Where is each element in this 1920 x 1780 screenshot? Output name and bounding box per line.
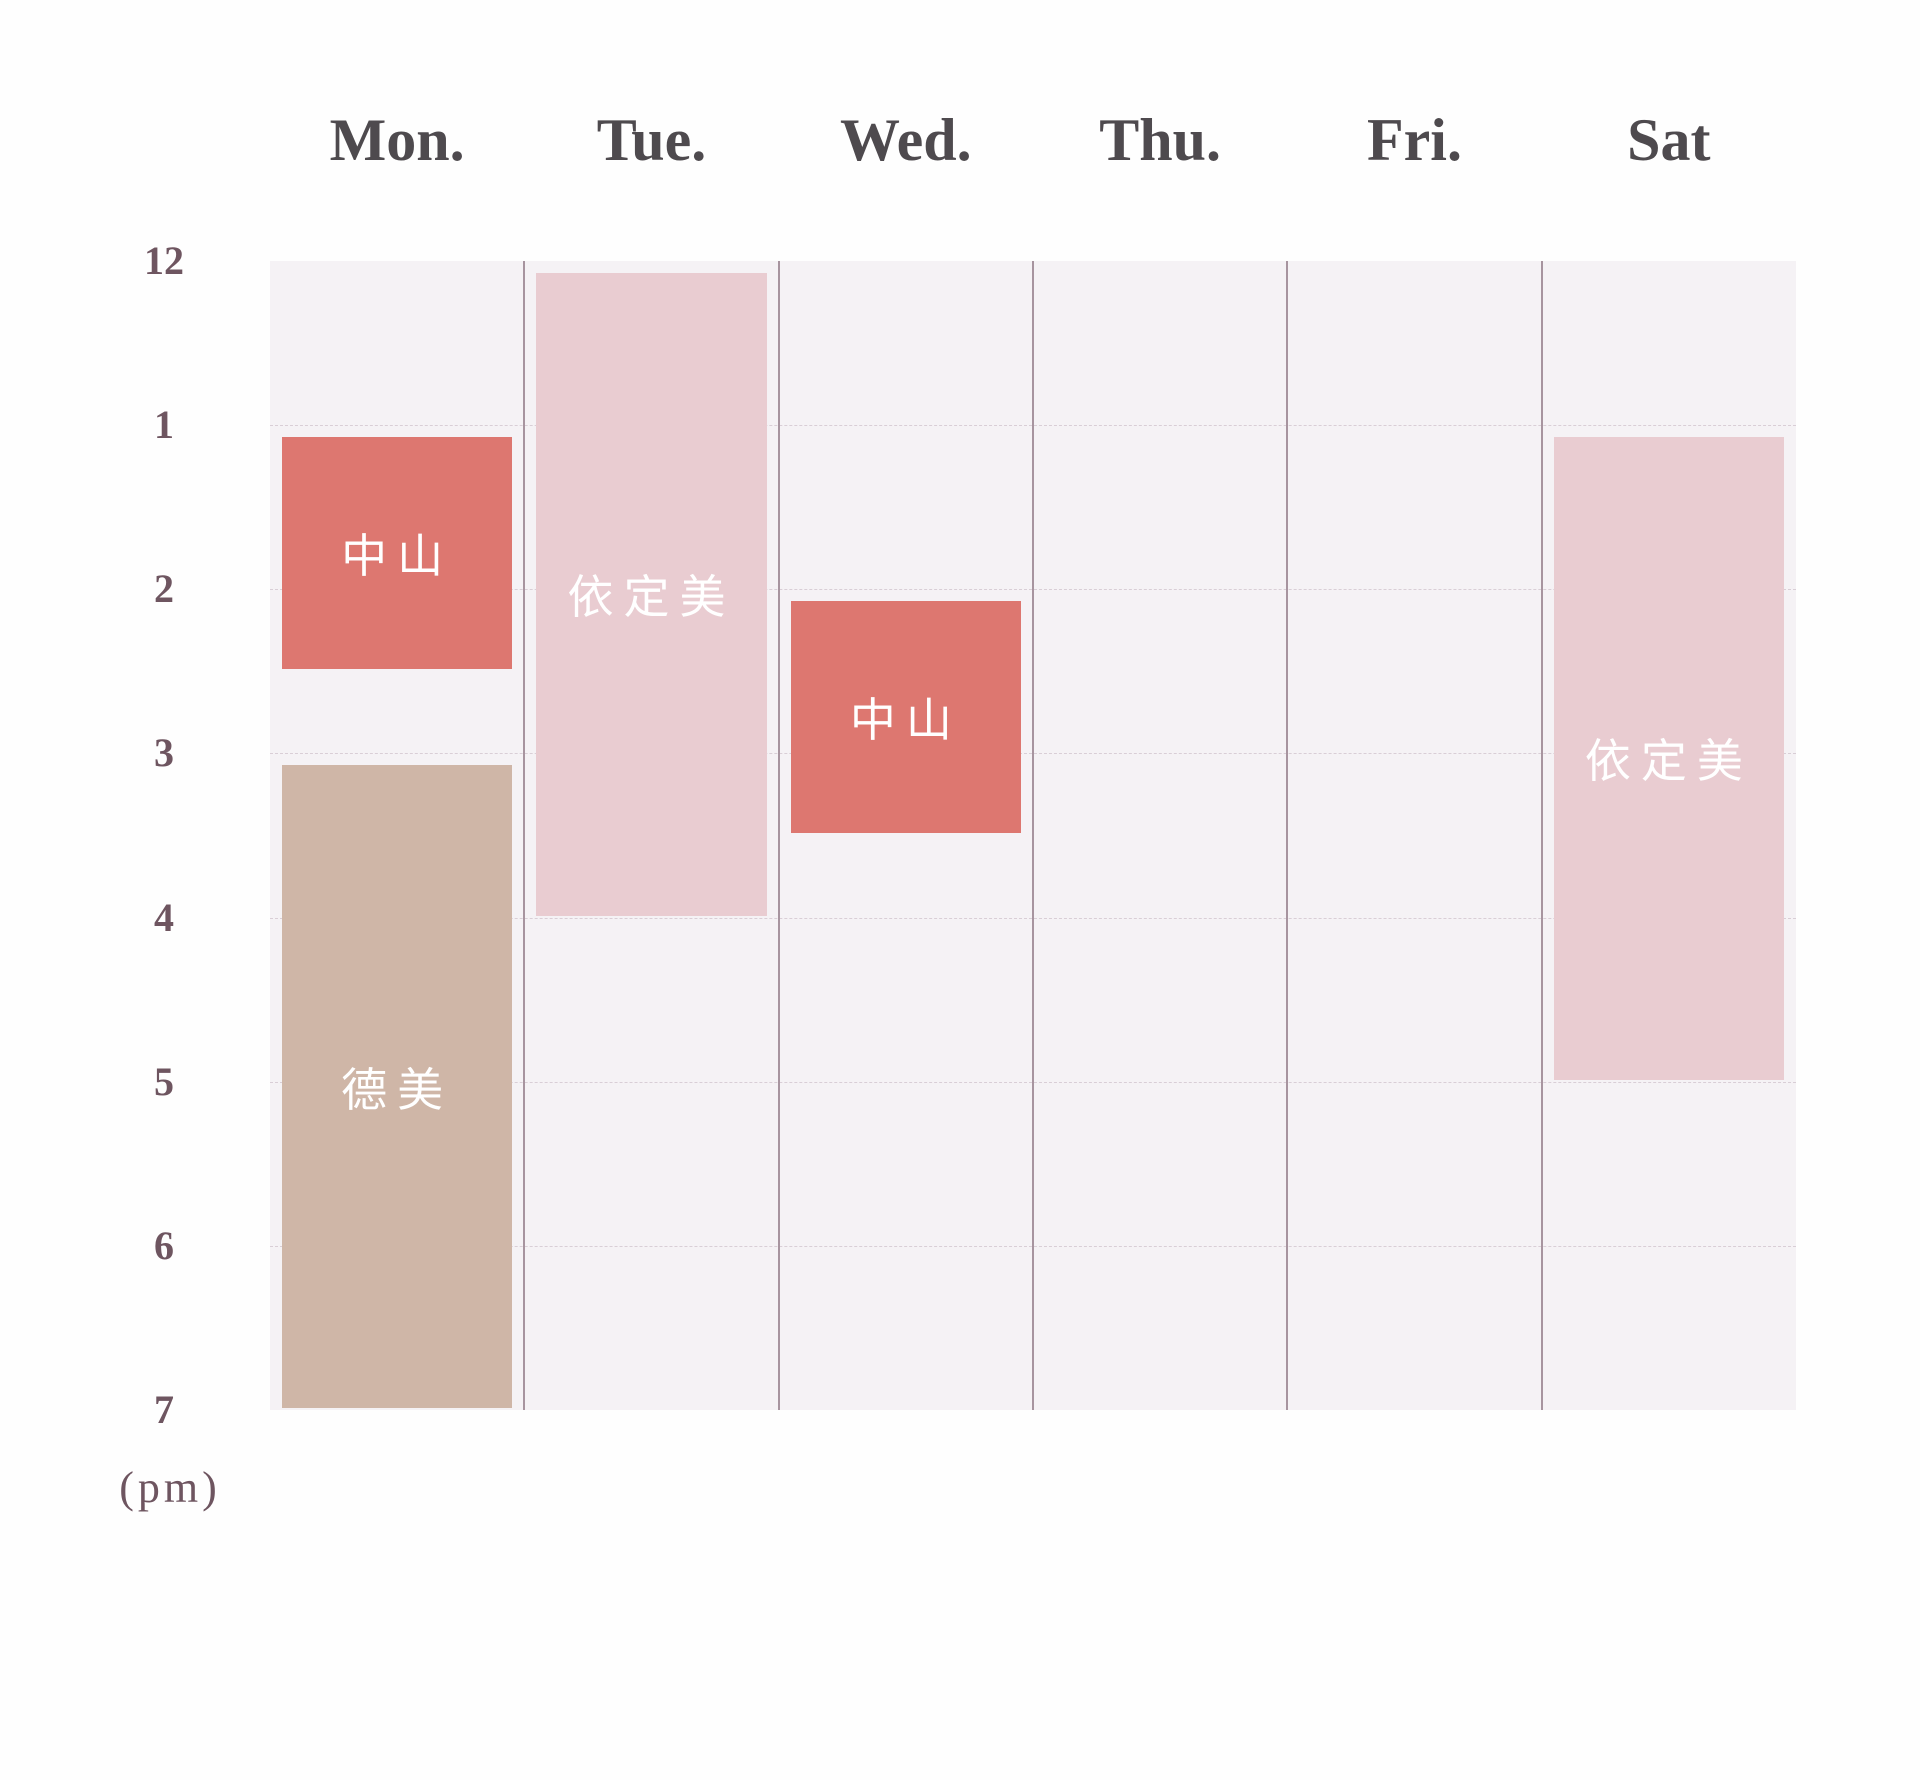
event-label: 中山 <box>849 693 962 748</box>
hour-label: 4 <box>154 894 174 940</box>
day-column-divider <box>1032 261 1034 1410</box>
day-header: Tue. <box>596 107 707 173</box>
event-label: 德美 <box>341 1062 454 1117</box>
hour-label: 5 <box>154 1058 174 1104</box>
hour-label: 7 <box>154 1387 174 1432</box>
day-column-divider <box>1540 261 1543 1410</box>
schedule-event[interactable]: 中山 <box>790 601 1021 834</box>
period-label: (pm) <box>119 1463 221 1512</box>
day-header: Wed. <box>839 107 972 173</box>
event-label: 中山 <box>341 529 454 584</box>
schedule-event[interactable]: 中山 <box>282 437 513 670</box>
day-column-divider <box>523 261 526 1410</box>
hour-label: 6 <box>154 1222 174 1268</box>
event-label: 依定美 <box>1584 734 1753 789</box>
schedule-event[interactable]: 依定美 <box>536 273 767 916</box>
hour-label: 3 <box>154 730 174 776</box>
schedule-event[interactable]: 依定美 <box>1553 437 1784 1080</box>
hour-label: 1 <box>154 402 174 448</box>
day-column-divider <box>1286 261 1289 1410</box>
day-header: Mon. <box>329 107 465 173</box>
hour-label: 2 <box>154 566 174 612</box>
day-header: Thu. <box>1099 107 1222 173</box>
day-header: Fri. <box>1367 107 1462 173</box>
hour-label: 12 <box>144 238 184 283</box>
day-column-divider <box>777 261 780 1410</box>
day-header: Sat <box>1627 107 1711 173</box>
event-label: 依定美 <box>567 570 736 625</box>
schedule-event[interactable]: 德美 <box>282 765 513 1408</box>
schedule-grid: 中山 德美 依定美 中山 依定美 <box>270 261 1796 1410</box>
